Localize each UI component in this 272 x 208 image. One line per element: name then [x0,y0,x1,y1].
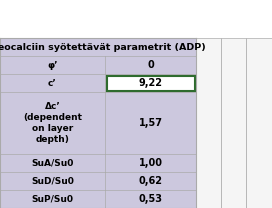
Text: SuP/Su0: SuP/Su0 [32,194,73,203]
Text: 1,00: 1,00 [138,158,162,168]
Text: 0,62: 0,62 [138,176,162,186]
Text: c’: c’ [48,78,57,88]
Text: SuD/Su0: SuD/Su0 [31,177,74,186]
Bar [246,38,272,208]
Text: 9,22: 9,22 [138,78,162,88]
Bar [0,38,196,56]
Bar [0,38,196,208]
Text: Geocalciin syötettävät parametrit (ADP): Geocalciin syötettävät parametrit (ADP) [0,42,206,52]
Bar [196,38,221,208]
Bar [107,76,194,90]
Text: SuA/Su0: SuA/Su0 [31,158,74,167]
Text: φ’: φ’ [47,61,58,69]
Text: Δc’
(dependent
on layer
depth): Δc’ (dependent on layer depth) [23,102,82,144]
Text: 1,57: 1,57 [138,118,162,128]
Text: 0,53: 0,53 [138,194,162,204]
Bar [221,38,246,208]
Text: 0: 0 [147,60,154,70]
